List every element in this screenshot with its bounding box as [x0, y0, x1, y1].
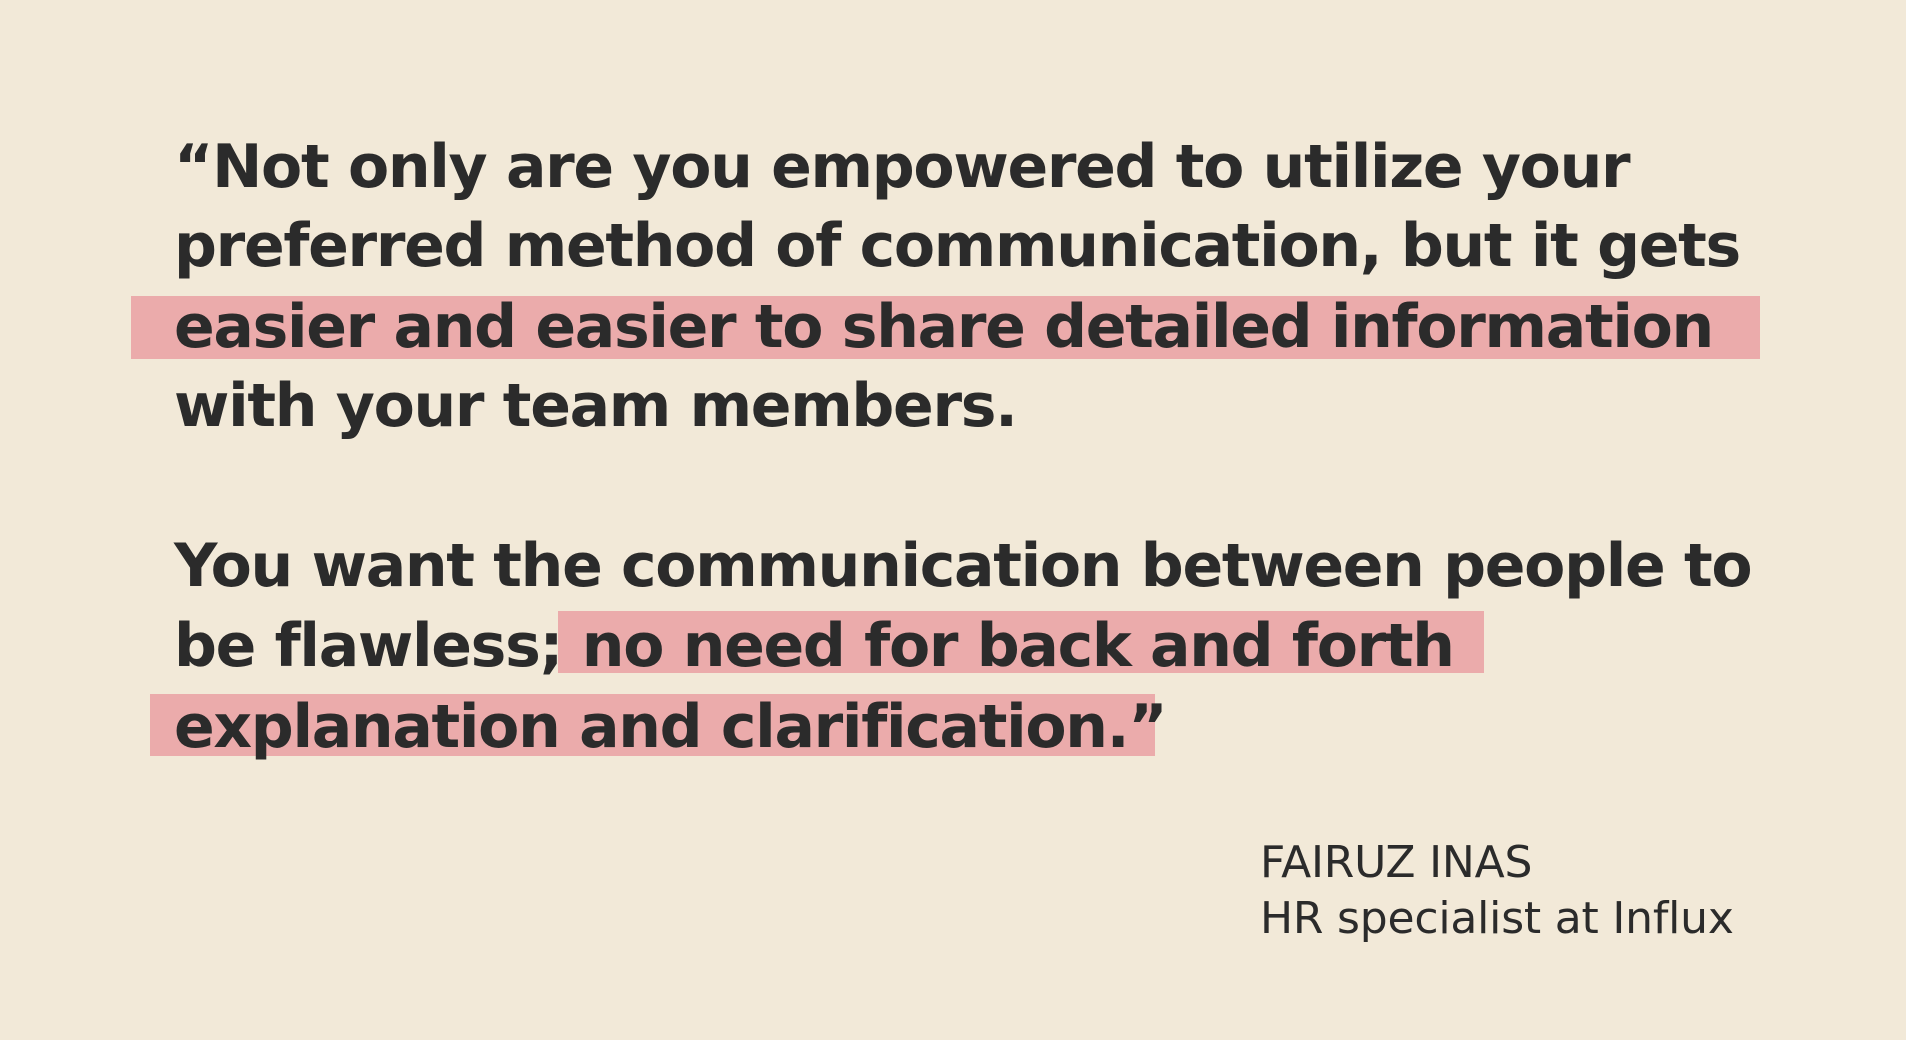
quote-line: with your team members.: [174, 371, 1018, 441]
quote-line: You want the communication between peopl…: [174, 531, 1753, 601]
quote-text-plain: be flawless;: [174, 611, 582, 681]
quote-line: “Not only are you empowered to utilize y…: [174, 132, 1631, 202]
highlight-mark: [150, 694, 1155, 756]
quote-line-highlighted: easier and easier to share detailed info…: [174, 292, 1714, 362]
quote-text-highlighted: no need for back and forth: [581, 611, 1455, 681]
quote-line: be flawless; no need for back and forth: [174, 607, 1455, 685]
attribution-role: HR specialist at Influx: [1260, 893, 1734, 944]
quote-line: preferred method of communication, but i…: [174, 211, 1741, 281]
quote-line-highlighted: explanation and clarification.”: [174, 692, 1168, 762]
highlight-mark: [131, 296, 1760, 359]
attribution-name: FAIRUZ INAS: [1260, 837, 1533, 888]
highlight-mark: [558, 611, 1484, 673]
